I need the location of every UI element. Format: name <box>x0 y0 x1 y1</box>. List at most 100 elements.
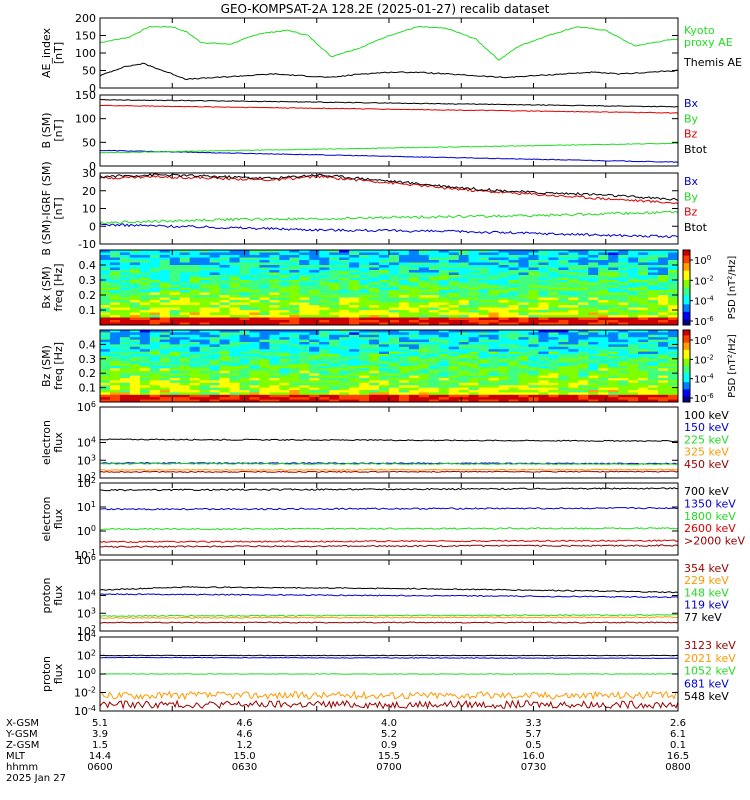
heatmap-cell <box>488 346 500 350</box>
heatmap-cell <box>159 399 171 402</box>
heatmap-cell <box>269 334 280 338</box>
heatmap-cell <box>578 382 589 386</box>
heatmap-cell <box>568 334 579 338</box>
heatmap-cell <box>428 310 440 314</box>
heatmap-cell <box>668 332 678 336</box>
heatmap-cell <box>478 375 490 379</box>
heatmap-cell <box>518 366 530 369</box>
heatmap-cell <box>508 265 520 269</box>
heatmap-cell <box>249 380 261 384</box>
y-tick-label: 20 <box>82 185 96 198</box>
heatmap-cell <box>598 285 609 289</box>
heatmap-cell <box>179 358 191 362</box>
heatmap-cell <box>100 310 111 314</box>
heatmap-cell <box>299 315 310 319</box>
heatmap-cell <box>149 390 161 393</box>
heatmap-cell <box>359 295 370 299</box>
heatmap-cell <box>259 287 271 291</box>
heatmap-cell <box>199 250 211 254</box>
heatmap-cell <box>269 300 280 304</box>
legend-entry: 700 keV <box>684 485 729 498</box>
heatmap-cell <box>438 397 450 401</box>
heatmap-cell <box>259 285 271 289</box>
heatmap-cell <box>488 370 500 374</box>
heatmap-cell <box>139 392 151 396</box>
heatmap-cell <box>398 257 410 261</box>
heatmap-cell <box>139 394 151 398</box>
heatmap-cell <box>309 358 320 362</box>
heatmap-cell <box>309 366 320 369</box>
heatmap-cell <box>518 310 530 314</box>
heatmap-cell <box>389 280 400 284</box>
heatmap-cell <box>119 370 131 374</box>
heatmap-cell <box>578 285 589 289</box>
heatmap-cell <box>618 252 629 256</box>
heatmap-cell <box>428 368 440 372</box>
heatmap-cell <box>269 307 280 311</box>
heatmap-cell <box>189 368 201 372</box>
heatmap-cell <box>478 277 490 281</box>
heatmap-cell <box>369 330 380 333</box>
heatmap-cell <box>628 297 639 301</box>
heatmap-cell <box>438 302 450 306</box>
heatmap-cell <box>638 302 649 306</box>
heatmap-cell <box>249 373 261 377</box>
heatmap-cell <box>518 349 530 353</box>
heatmap-cell <box>588 307 599 311</box>
heatmap-cell <box>389 252 400 256</box>
heatmap-cell <box>179 339 191 343</box>
heatmap-cell <box>379 320 390 324</box>
heatmap-cell <box>588 287 599 291</box>
heatmap-cell <box>488 270 500 274</box>
heatmap-cell <box>179 302 191 306</box>
heatmap-cell <box>458 373 470 377</box>
heatmap-cell <box>329 385 340 389</box>
heatmap-cell <box>408 322 420 325</box>
heatmap-cell <box>279 378 290 381</box>
heatmap-cell <box>159 307 171 311</box>
heatmap-cell <box>159 290 171 294</box>
heatmap-cell <box>219 368 231 372</box>
y-tick-label: 100 <box>75 47 96 60</box>
heatmap-cell <box>349 277 360 281</box>
heatmap-cell <box>299 382 310 386</box>
heatmap-cell <box>418 252 430 256</box>
heatmap-cell <box>149 344 161 348</box>
heatmap-cell <box>169 252 181 256</box>
heatmap-cell <box>169 354 181 357</box>
heatmap-cell <box>100 346 111 350</box>
heatmap-cell <box>488 262 500 266</box>
heatmap-cell <box>518 250 530 254</box>
heatmap-cell <box>379 330 390 333</box>
heatmap-cell <box>109 378 121 381</box>
heatmap-cell <box>389 250 400 254</box>
heatmap-cell <box>389 312 400 316</box>
heatmap-cell <box>129 300 141 304</box>
heatmap-cell <box>239 358 251 362</box>
heatmap-cell <box>349 346 360 350</box>
heatmap-cell <box>179 317 191 321</box>
heatmap-cell <box>289 280 300 284</box>
heatmap-cell <box>219 354 231 357</box>
colorbar-swatch <box>683 382 690 385</box>
heatmap-cell <box>379 277 390 281</box>
series-line-229-kev <box>100 616 678 619</box>
heatmap-cell <box>518 317 530 321</box>
heatmap-cell <box>588 285 599 289</box>
heatmap-cell <box>289 339 300 343</box>
plot-title: GEO-KOMPSAT-2A 128.2E (2025-01-27) recal… <box>221 2 550 16</box>
heatmap-cell <box>139 300 151 304</box>
y-tick-label: 102 <box>77 649 96 663</box>
heatmap-cell <box>209 330 221 333</box>
heatmap-cell <box>428 275 440 279</box>
heatmap-cell <box>518 265 530 269</box>
heatmap-cell <box>149 387 161 391</box>
heatmap-cell <box>329 380 340 384</box>
heatmap-cell <box>159 368 171 372</box>
heatmap-cell <box>478 287 490 291</box>
series-group <box>100 25 678 81</box>
heatmap-cell <box>528 385 540 389</box>
heatmap-cell <box>538 260 550 264</box>
heatmap-cell <box>369 287 380 291</box>
